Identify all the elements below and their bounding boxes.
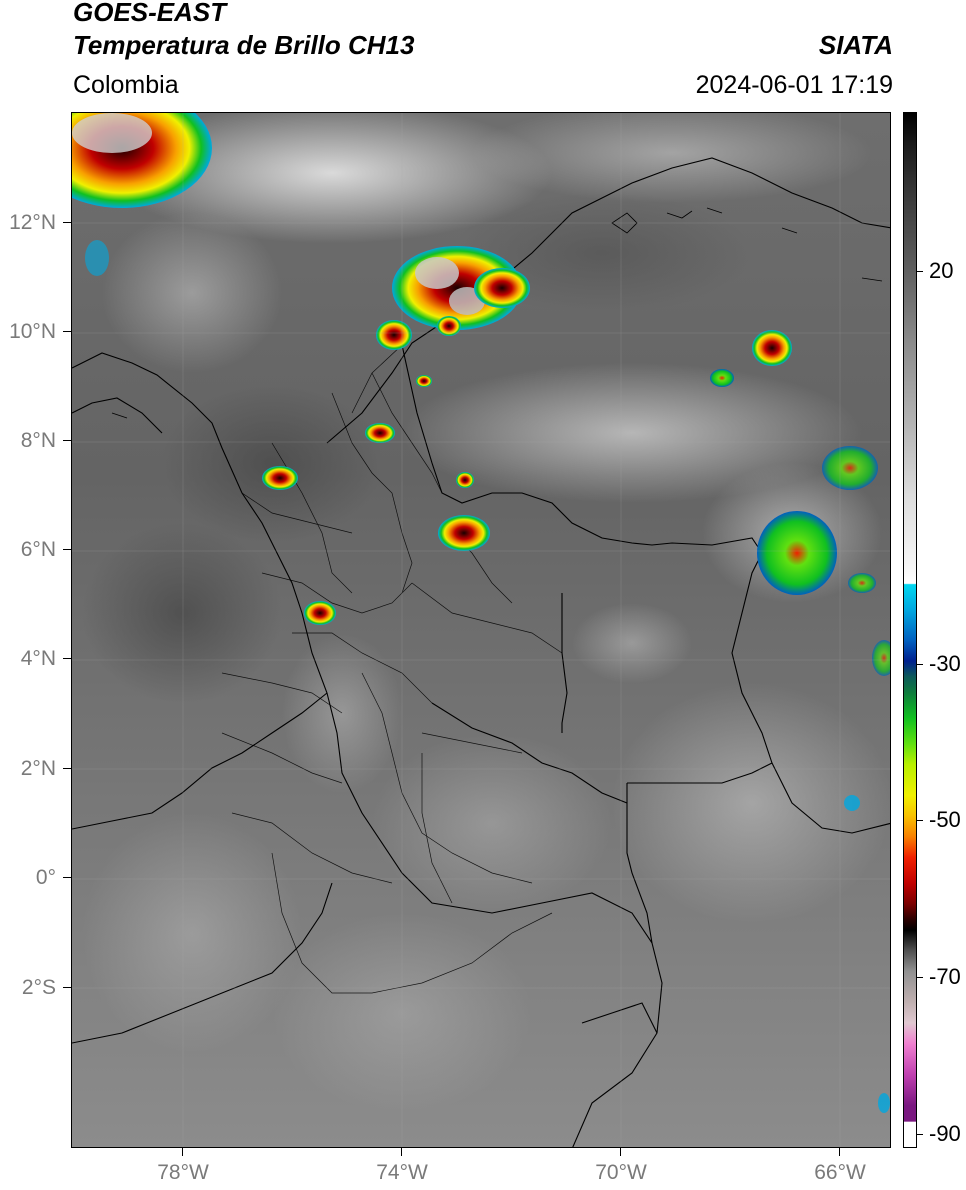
lon-label-74w: 74°W xyxy=(376,1161,428,1184)
lat-label-12n: 12°N xyxy=(9,211,56,234)
graticule xyxy=(72,113,890,1147)
country-borders xyxy=(72,157,890,1147)
lon-tick xyxy=(182,1148,183,1156)
product-title: Temperatura de Brillo CH13 xyxy=(73,30,415,60)
lat-tick xyxy=(63,331,71,332)
lat-tick xyxy=(63,549,71,550)
lat-label-2s: 2°S xyxy=(21,976,56,999)
department-borders xyxy=(221,344,563,994)
colorbar-tick xyxy=(917,271,923,272)
colorbar-label-20: 20 xyxy=(929,258,954,283)
lon-label-66w: 66°W xyxy=(814,1161,866,1184)
lon-tick xyxy=(401,1148,402,1156)
lat-tick xyxy=(63,768,71,769)
lat-tick xyxy=(63,877,71,878)
storm-cells xyxy=(72,113,890,1113)
datetime-label: 2024-06-01 17:19 xyxy=(695,71,893,99)
lat-label-4n: 4°N xyxy=(20,647,56,670)
islands xyxy=(111,207,883,419)
lon-label-70w: 70°W xyxy=(595,1161,647,1184)
lat-tick xyxy=(63,987,71,988)
lat-tick xyxy=(63,658,71,659)
lat-tick xyxy=(63,440,71,441)
satellite-title: GOES-EAST xyxy=(73,0,227,27)
lat-label-2n: 2°N xyxy=(20,757,56,780)
satellite-map xyxy=(71,112,891,1148)
colorbar-label-minus50: -50 xyxy=(929,807,961,832)
agency-label: SIATA xyxy=(818,30,893,60)
colorbar-label-minus30: -30 xyxy=(929,651,961,676)
lon-label-78w: 78°W xyxy=(157,1161,209,1184)
lon-tick xyxy=(839,1148,840,1156)
colorbar-tick xyxy=(917,1134,923,1135)
colorbar-tick xyxy=(917,664,923,665)
lat-label-8n: 8°N xyxy=(20,429,56,452)
lat-label-6n: 6°N xyxy=(20,538,56,561)
region-label: Colombia xyxy=(73,71,179,99)
lat-label-0: 0° xyxy=(35,866,56,889)
lon-tick xyxy=(620,1148,621,1156)
cloud-field xyxy=(82,113,890,1113)
colorbar-label-minus70: -70 xyxy=(929,964,961,989)
colorbar-tick xyxy=(917,820,923,821)
temperature-colorbar xyxy=(903,112,917,1148)
lat-tick xyxy=(63,222,71,223)
lat-label-10n: 10°N xyxy=(9,320,56,343)
colorbar-tick xyxy=(917,977,923,978)
colorbar-label-minus90: -90 xyxy=(929,1121,961,1146)
